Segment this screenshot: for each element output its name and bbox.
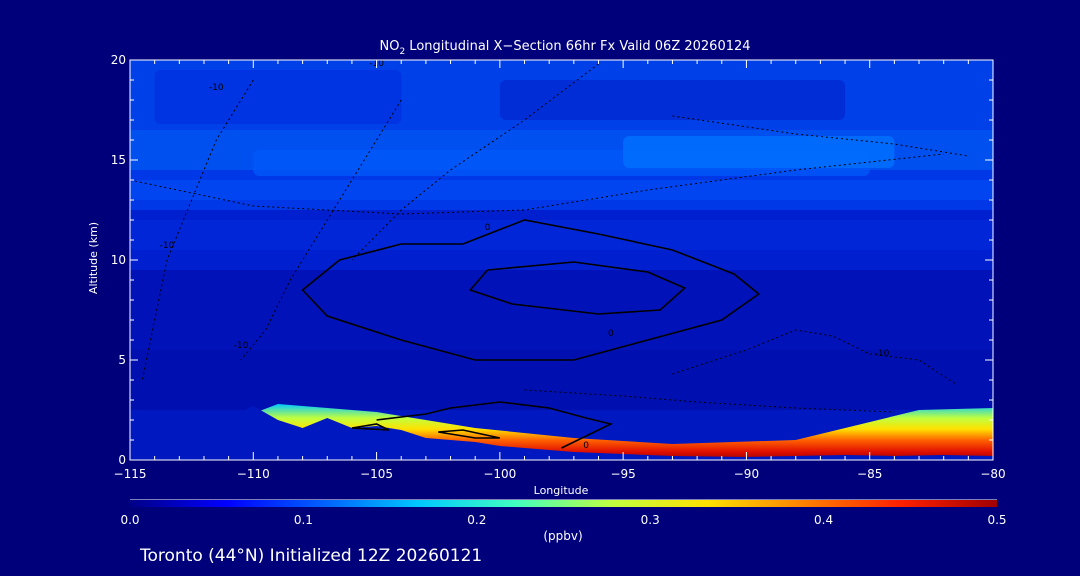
x-tick-label-0: −115 (114, 467, 147, 481)
x-tick-label-1: −110 (237, 467, 270, 481)
y-axis-label: Altitude (km) (87, 222, 100, 294)
chart-title: NO2 Longitudinal X−Section 66hr Fx Valid… (379, 39, 750, 57)
contour-label-6: -10 (209, 83, 224, 93)
y-tick-label-4: 20 (111, 53, 126, 67)
haze-streak-0 (154, 70, 402, 124)
terrain (130, 406, 993, 460)
contour-label-0: 0 (485, 223, 491, 233)
contour-line-3 (438, 429, 501, 439)
contour-label-7: -10 (875, 349, 890, 359)
contour-label-2: 0 (583, 441, 589, 451)
contour-line-4 (351, 423, 390, 431)
colorbar-tick-label-5: 0.5 (987, 513, 1006, 527)
y-tick-label-0: 0 (118, 453, 126, 467)
haze-streak-5 (499, 80, 846, 120)
x-axis-ticks: −115 −110 −105 −100 −95 −90 −85 −80 (114, 60, 1006, 481)
temperature-contours (130, 63, 969, 449)
y-axis-ticks: 0 5 10 15 20 (111, 53, 993, 467)
x-tick-label-5: −90 (734, 467, 759, 481)
contour-label-5: -10 (234, 341, 249, 351)
y-tick-label-2: 10 (111, 253, 126, 267)
contour-label-8: -10 (966, 53, 981, 63)
contour-label-1: 0 (608, 329, 614, 339)
footer-caption: Toronto (44°N) Initialized 12Z 20260121 (139, 546, 482, 566)
colorbar-unit-label: (ppbv) (543, 529, 582, 543)
contour-line-1 (468, 261, 687, 315)
contour-line-0 (301, 219, 761, 361)
x-tick-label-7: −80 (980, 467, 1005, 481)
haze-streak-3 (623, 136, 895, 168)
colorbar-tick-label-2: 0.2 (467, 513, 486, 527)
colorbar-ticks: 0.0 0.1 0.2 0.3 0.4 0.5 (120, 513, 1006, 527)
haze-streak-4 (130, 220, 993, 250)
concentration-layer-1 (130, 350, 993, 410)
colorbar-tick-label-0: 0.0 (120, 513, 139, 527)
colorbar-bar (130, 500, 997, 507)
x-tick-label-3: −100 (483, 467, 516, 481)
contour-line-7 (351, 63, 599, 261)
contour-line-9 (672, 115, 969, 157)
colorbar: 0.0 0.1 0.2 0.3 0.4 0.5 (ppbv) (120, 499, 1007, 543)
contour-line-11 (524, 389, 895, 413)
colorbar-tick-label-4: 0.4 (814, 513, 833, 527)
x-tick-label-2: −105 (360, 467, 393, 481)
plot-area: 000-10-10-10-10-10-10 (130, 53, 993, 460)
y-tick-label-1: 5 (118, 353, 126, 367)
contour-line-2 (376, 401, 614, 449)
y-tick-label-3: 15 (111, 153, 126, 167)
x-tick-label-4: −95 (610, 467, 635, 481)
contour-line-8 (130, 153, 944, 215)
haze-streak-1 (130, 180, 993, 200)
colorbar-tick-label-1: 0.1 (294, 513, 313, 527)
contour-line-5 (141, 79, 254, 381)
upper-haze (130, 70, 993, 250)
x-tick-label-6: −85 (857, 467, 882, 481)
colorbar-tick-label-3: 0.3 (641, 513, 660, 527)
contour-line-6 (240, 99, 402, 361)
x-axis-label: Longitude (534, 484, 589, 497)
contour-label-4: -10 (160, 241, 175, 251)
